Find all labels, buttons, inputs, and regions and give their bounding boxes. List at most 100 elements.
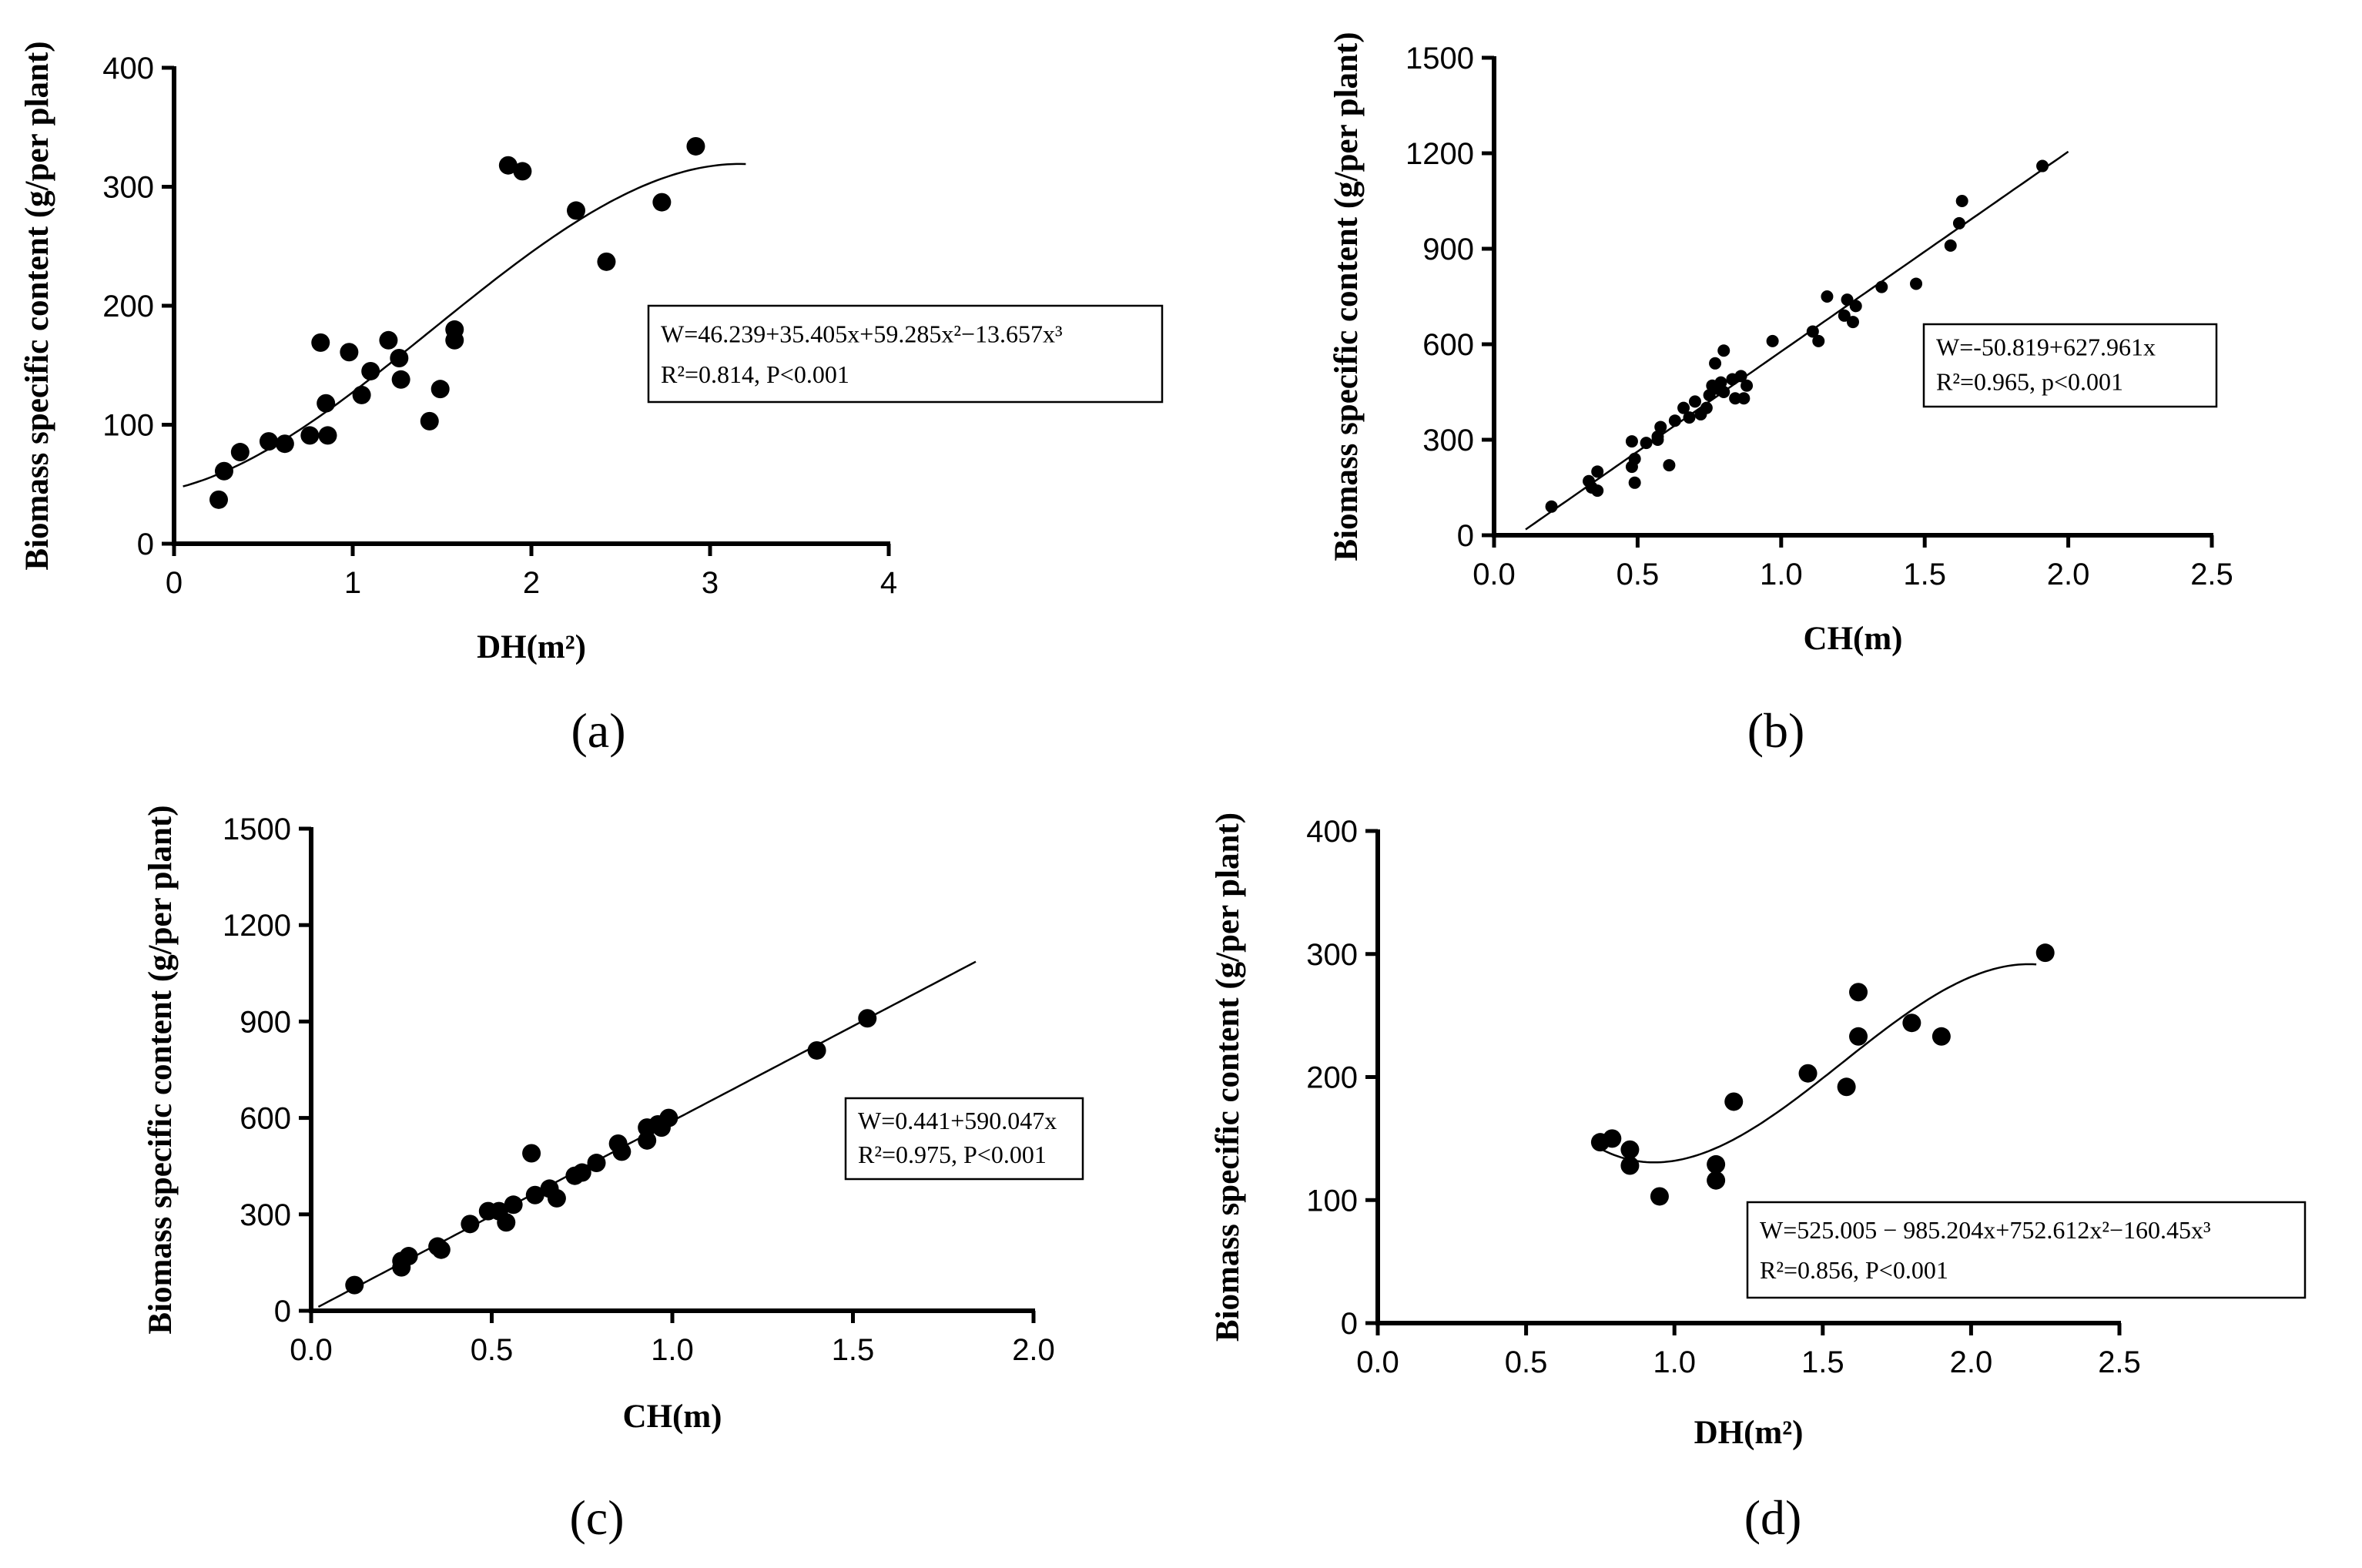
data-point — [1709, 357, 1722, 370]
y-tick-label: 300 — [1422, 424, 1474, 457]
fit-curve — [1603, 963, 2037, 1164]
x-tick-label: 1.5 — [832, 1333, 875, 1367]
y-axis-title: Biomass specific content (g/per plant) — [19, 41, 55, 570]
data-point — [1628, 452, 1641, 465]
data-point — [1620, 1156, 1640, 1175]
y-tick-label: 1200 — [223, 909, 291, 943]
data-point — [612, 1142, 632, 1161]
x-tick-label: 2.5 — [2098, 1345, 2141, 1379]
data-point — [1849, 300, 1862, 313]
x-tick-label: 2.5 — [2190, 558, 2233, 591]
x-tick-label: 0.5 — [1505, 1345, 1548, 1379]
equation-box — [1922, 323, 2218, 408]
equation-box — [844, 1097, 1084, 1181]
data-point — [352, 385, 371, 404]
equation-box — [647, 304, 1164, 404]
x-tick-label: 0.0 — [290, 1333, 333, 1367]
data-point — [1766, 334, 1779, 347]
panel-label: (a) — [571, 703, 625, 758]
x-tick-label: 2 — [523, 566, 540, 600]
data-point — [230, 443, 250, 462]
data-point — [1663, 459, 1676, 472]
data-point — [1849, 983, 1868, 1002]
data-point — [1902, 1014, 1921, 1033]
data-point — [431, 1240, 451, 1259]
data-point — [1717, 386, 1730, 398]
panel-a: 0 100 200 300 400 0 1 2 3 4 DH(m²) Biomass specific… — [19, 41, 1164, 758]
x-axis-title: CH(m) — [1804, 621, 1903, 657]
panel-label: (c) — [569, 1490, 624, 1545]
data-point — [1707, 1171, 1726, 1190]
data-point — [1875, 280, 1888, 293]
data-point — [572, 1163, 591, 1182]
data-point — [390, 348, 409, 367]
data-point — [504, 1195, 523, 1215]
x-tick-label: 2.0 — [1950, 1345, 1993, 1379]
x-tick-label: 2.0 — [2047, 558, 2090, 591]
data-point — [1931, 1027, 1951, 1046]
data-point — [461, 1215, 480, 1234]
y-tick-label: 300 — [102, 171, 154, 205]
fit-equation: W=0.441+590.047x — [858, 1107, 1057, 1134]
data-point — [1849, 1027, 1868, 1046]
x-tick-label: 0.5 — [1617, 558, 1660, 591]
data-point — [1591, 465, 1604, 478]
data-point — [1821, 290, 1834, 303]
data-point — [1650, 1187, 1669, 1206]
y-tick-label: 200 — [102, 290, 154, 323]
panel-b: 0 300 600 900 1200 1500 0.0 0.5 1.0 1.5 2.0 2.5 CH(m… — [1328, 32, 2233, 758]
x-tick-label: 1 — [344, 566, 361, 600]
fit-stats: R²=0.814, P<0.001 — [661, 360, 849, 388]
data-point — [1734, 370, 1747, 383]
data-point — [209, 490, 228, 509]
y-tick-label: 400 — [1306, 815, 1358, 849]
y-tick-label: 300 — [1306, 938, 1358, 972]
y-tick-label: 600 — [240, 1102, 291, 1136]
fit-curve — [1525, 150, 2069, 531]
data-point — [567, 201, 585, 220]
data-point — [1677, 401, 1690, 414]
data-point — [1683, 411, 1696, 424]
y-tick-label: 1500 — [223, 812, 291, 846]
data-point — [1628, 476, 1641, 489]
data-point — [1737, 392, 1751, 405]
data-point — [858, 1009, 877, 1028]
panel-d: 0 100 200 300 400 0.0 0.5 1.0 1.5 2.0 2.5 DH(m²) Bio… — [1210, 812, 2307, 1545]
x-axis-title: DH(m²) — [477, 629, 586, 665]
data-point — [391, 370, 410, 389]
y-tick-label: 0 — [1341, 1307, 1358, 1341]
fit-stats: R²=0.856, P<0.001 — [1760, 1256, 1948, 1284]
x-tick-label: 1.0 — [1653, 1345, 1696, 1379]
data-point — [1707, 1154, 1726, 1174]
data-point — [513, 162, 532, 181]
data-point — [379, 330, 398, 350]
data-point — [2036, 159, 2049, 173]
data-point — [1910, 277, 1923, 290]
data-point — [1640, 437, 1653, 450]
x-tick-label: 1.0 — [651, 1333, 694, 1367]
fit-stats: R²=0.965, p<0.001 — [1936, 368, 2123, 396]
panel-label: (d) — [1744, 1490, 1802, 1545]
y-axis-title: Biomass specific content (g/per plant) — [1210, 812, 1246, 1342]
data-point — [525, 1185, 544, 1204]
data-point — [498, 156, 518, 175]
y-tick-label: 200 — [1306, 1061, 1358, 1095]
data-point — [1703, 389, 1716, 402]
data-point — [1620, 1140, 1640, 1159]
x-tick-label: 4 — [880, 566, 897, 600]
data-point — [431, 380, 450, 399]
data-point — [275, 434, 294, 454]
data-point — [1651, 434, 1664, 446]
data-point — [399, 1247, 418, 1266]
y-tick-label: 100 — [1306, 1184, 1358, 1218]
data-point — [1724, 1092, 1744, 1111]
y-tick-label: 1500 — [1405, 42, 1474, 75]
y-tick-label: 100 — [102, 409, 154, 443]
data-point — [1688, 395, 1701, 408]
y-tick-label: 0 — [137, 528, 154, 561]
data-point — [547, 1188, 566, 1208]
data-point — [317, 394, 336, 413]
y-tick-label: 300 — [240, 1198, 291, 1232]
data-point — [1717, 344, 1730, 357]
